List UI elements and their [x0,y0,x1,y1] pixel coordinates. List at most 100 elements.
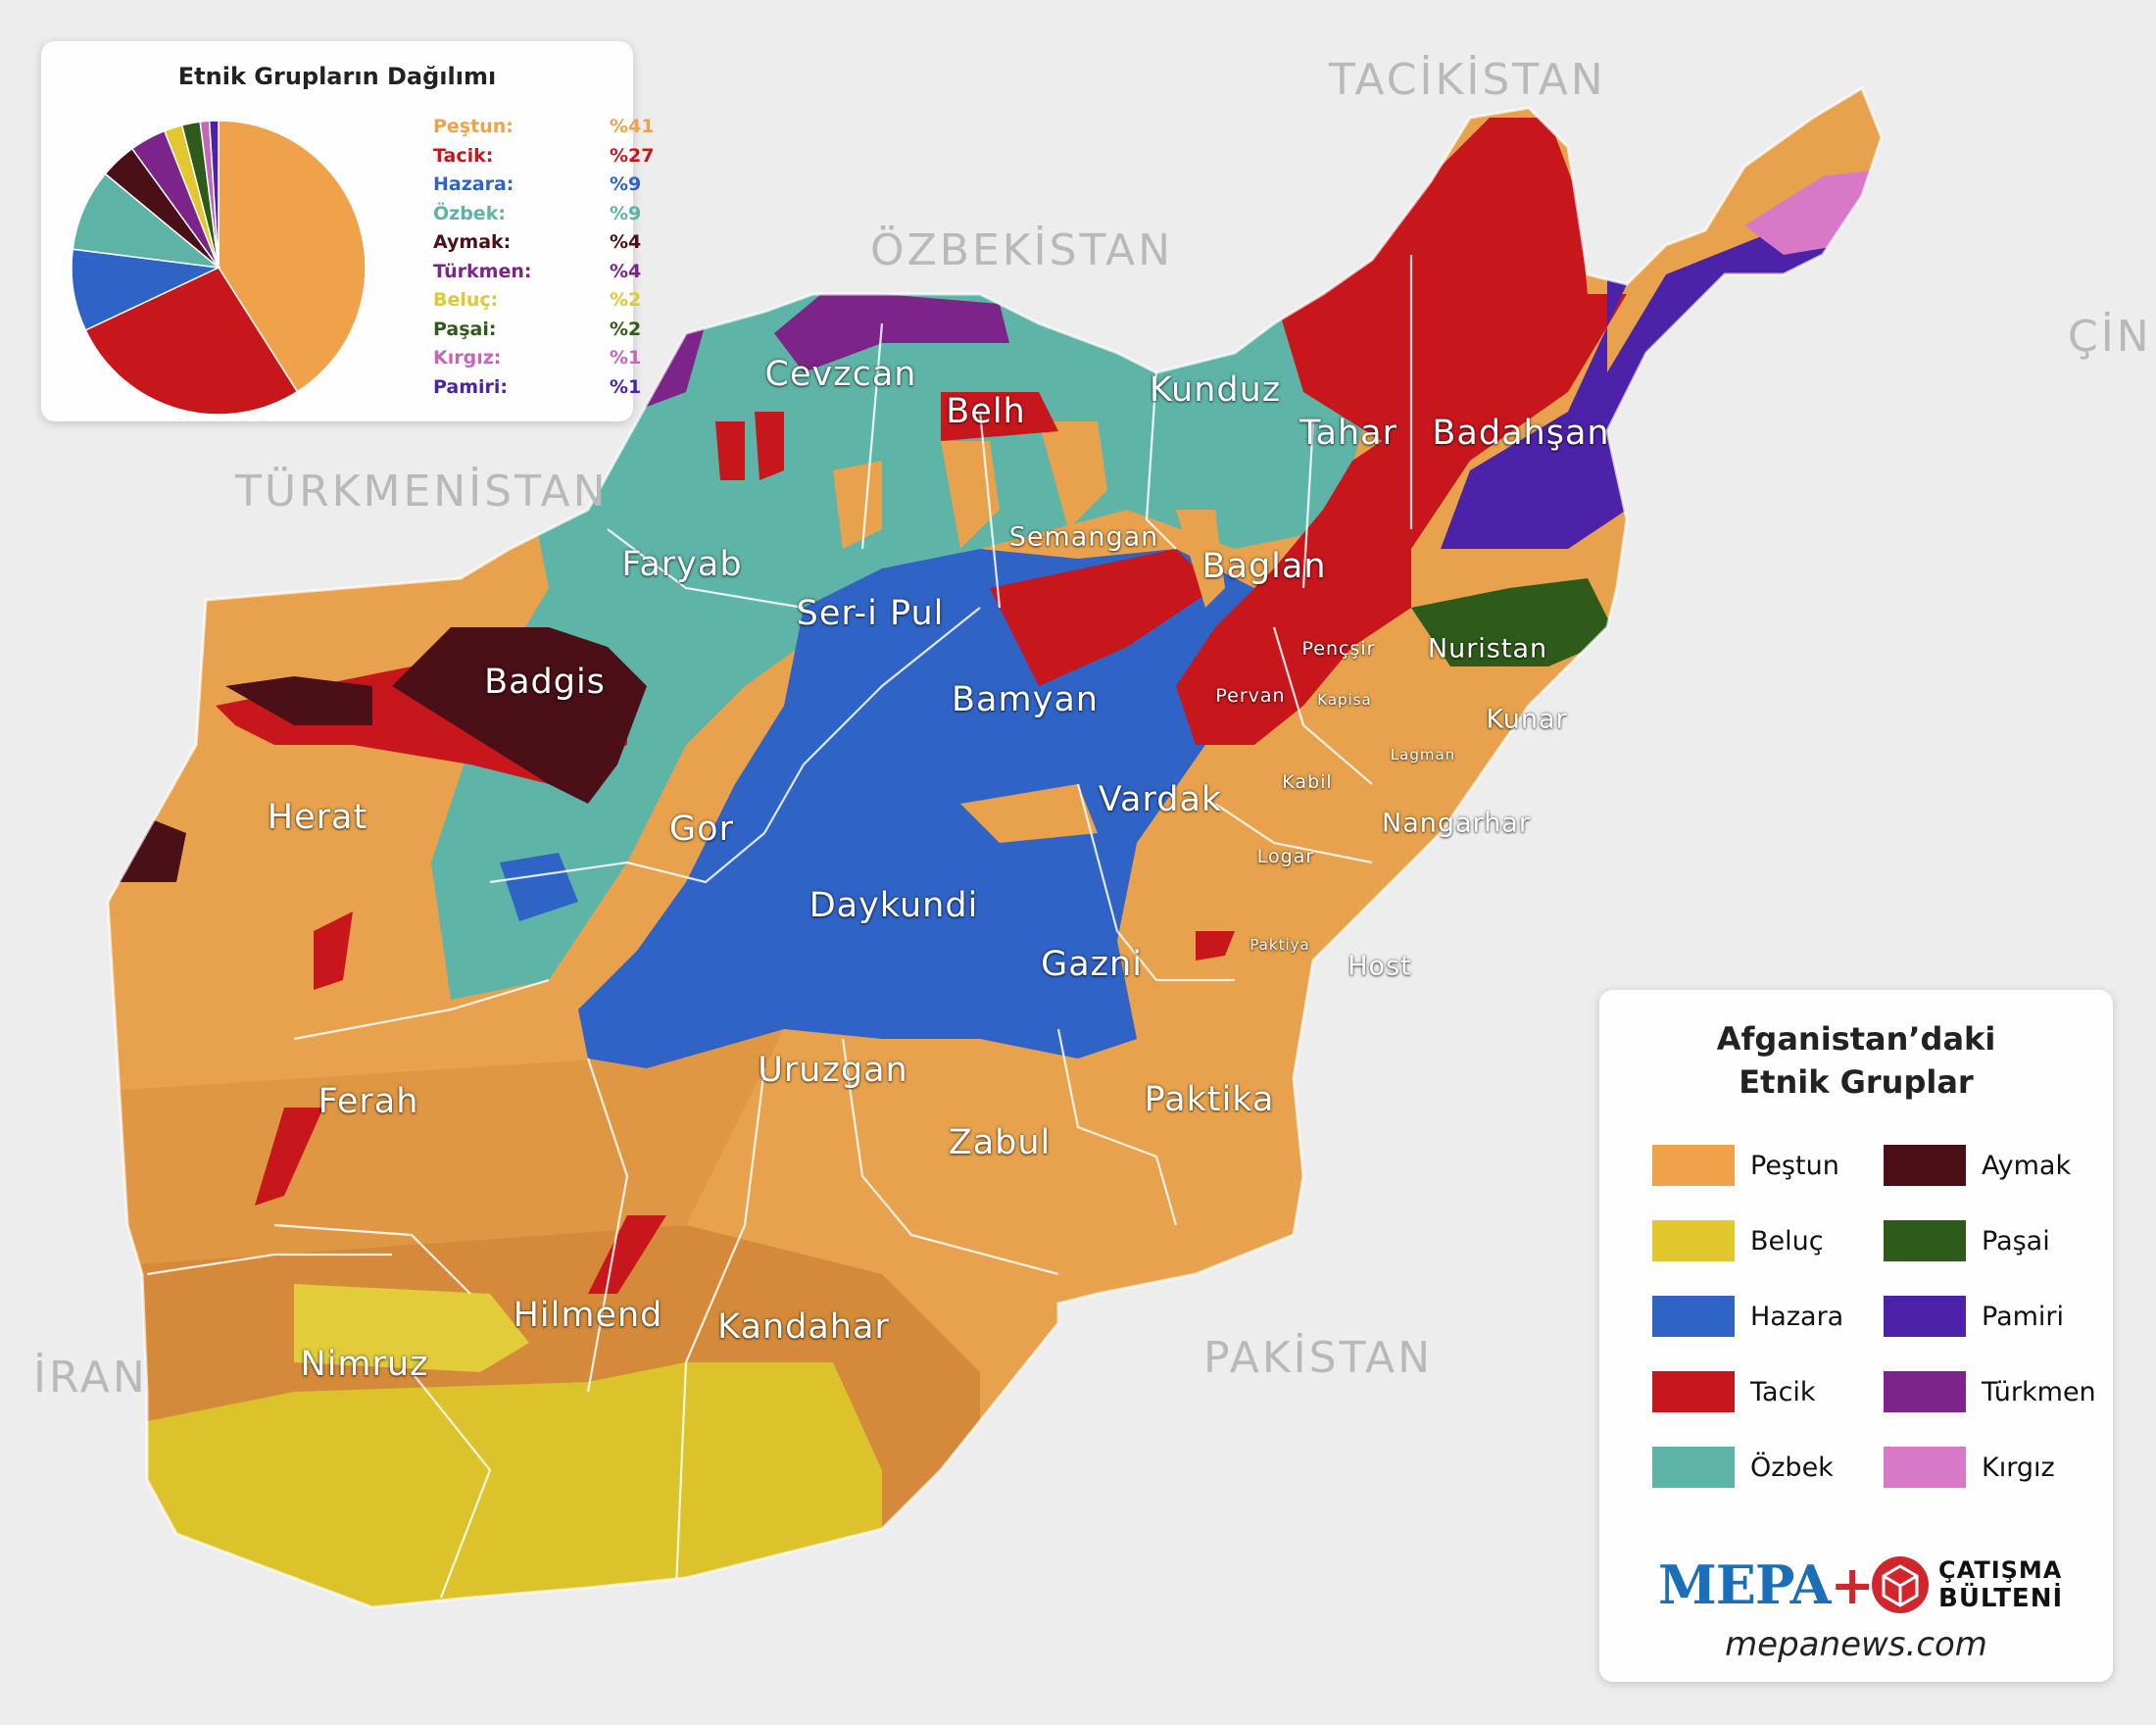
province-label: Kabil [1282,771,1333,793]
legend-label: Pamiri [1982,1302,2065,1332]
pie-legend-row: Tacik: %27 [433,145,668,173]
province-label: Nimruz [300,1345,429,1384]
pie-legend-row: Pamiri: %1 [433,376,668,405]
province-label: Nangarhar [1382,808,1531,839]
province-label: Baglan [1201,547,1327,586]
legend-swatch [1652,1220,1735,1261]
map-legend-panel: Afganistan’daki Etnik Gruplar Peştun Ayma… [1599,990,2113,1682]
legend-swatch [1884,1220,1966,1261]
country-label-pakistan: PAKİSTAN [1203,1333,1434,1383]
province-label: Daykundi [808,886,979,925]
pie-legend-percent: %4 [610,231,642,253]
province-label: Lagman [1390,746,1456,764]
country-label-iran: İRAN [33,1353,148,1403]
pie-legend-name: Beluç: [433,289,499,311]
pie-legend-percent: %9 [610,202,642,224]
province-label: Kandahar [717,1307,890,1347]
legend-swatch [1652,1447,1735,1488]
legend-label: Aymak [1982,1151,2072,1181]
province-label: Pençşir [1301,638,1376,660]
legend-label: Tacik [1750,1377,1816,1407]
legend-title-line1: Afganistan’daki [1716,1020,1996,1058]
legend-swatch [1652,1145,1735,1186]
pie-legend-name: Kırgız: [433,347,502,369]
pie-legend-percent: %41 [610,116,655,137]
pie-chart-title: Etnik Grupların Dağılımı [177,63,497,90]
pie-legend-percent: %4 [610,260,642,282]
province-label: Ser-i Pul [796,594,945,633]
province-label: Gazni [1041,945,1143,984]
website-url: mepanews.com [1725,1625,1987,1664]
province-label: Faryab [621,545,743,584]
legend-label: Özbek [1750,1453,1834,1483]
province-label: Zabul [948,1123,1052,1162]
mepa-logo-plus: + [1830,1553,1875,1616]
province-label: Belh [946,392,1026,431]
province-label: Uruzgan [758,1051,908,1090]
pie-legend-name: Aymak: [433,231,512,253]
province-label: Nuristan [1427,633,1548,665]
pie-legend-percent: %27 [610,144,655,167]
province-label: Logar [1256,846,1315,867]
legend-label: Beluç [1750,1226,1824,1257]
pie-legend-percent: %2 [610,289,642,311]
legend-label: Peştun [1750,1151,1839,1181]
pie-slice [71,248,221,331]
mepa-logo: MEPA+ [1658,1553,1875,1616]
legend-label: Paşai [1982,1226,2050,1257]
legend-swatch [1884,1296,1966,1337]
pie-legend-percent: %2 [610,318,642,340]
bulteni-label: BÜLTENİ [1938,1584,2064,1613]
province-label: Badgis [484,663,606,702]
catisma-label: ÇATIŞMA [1938,1556,2063,1584]
country-label-uzbekistan: ÖZBEKİSTAN [870,225,1173,275]
pie-slice [218,120,367,393]
province-label: Tahar [1298,414,1398,453]
province-label: Kapisa [1317,691,1372,709]
pie-legend-name: Hazara: [433,173,514,195]
country-label-turkmenistan: TÜRKMENİSTAN [235,467,609,517]
pie-legend-row: Paşai: %2 [433,319,668,347]
pie-legend-row: Hazara: %9 [433,173,668,202]
province-label: Cevzcan [764,355,917,394]
pie-legend-percent: %1 [610,375,642,398]
pie-legend-row: Özbek: %9 [433,203,668,231]
catisma-bulteni-icon [1872,1556,1929,1613]
province-label: Badahşan [1432,414,1610,453]
country-label-china: ÇİN [2068,312,2152,362]
legend-label: Hazara [1750,1302,1844,1332]
province-label: Semangan [1008,521,1159,553]
province-label: Bamyan [952,680,1099,719]
pie-legend-name: Paşai: [433,318,497,340]
legend-swatch [1884,1447,1966,1488]
legend-swatch [1652,1371,1735,1412]
pie-legend-row: Peştun: %41 [433,116,668,144]
legend-label: Kırgız [1982,1453,2055,1483]
pie-legend-percent: %1 [610,347,642,369]
pie-slice [208,120,220,269]
province-label: Gor [669,810,734,849]
province-label: Host [1348,951,1412,982]
legend-title: Afganistan’daki Etnik Gruplar [1599,1017,2113,1104]
pie-legend-percent: %9 [610,173,642,195]
legend-title-line2: Etnik Gruplar [1739,1063,1974,1101]
province-label: Ferah [318,1082,419,1121]
province-label: Kunar [1486,704,1568,735]
province-label: Vardak [1098,780,1223,819]
pie-legend-row: Türkmen: %4 [433,261,668,289]
pie-legend-name: Pamiri: [433,375,509,398]
pie-legend-name: Tacik: [433,144,494,167]
pie-legend-name: Türkmen: [433,260,532,282]
country-label-tajikistan: TACİKİSTAN [1329,55,1606,105]
mepa-logo-text: MEPA [1658,1553,1832,1616]
pie-slice [84,267,299,416]
province-label: Pervan [1215,685,1286,707]
province-label: Paktika [1144,1080,1275,1119]
province-label: Herat [267,798,368,837]
province-label: Hilmend [513,1296,663,1335]
province-label: Paktiya [1250,936,1310,954]
ethnic-distribution-panel: Etnik Grupların Dağılımı Peştun: %41 Tacik… [41,41,654,421]
pie-legend-name: Özbek: [433,202,506,224]
legend-swatch [1884,1371,1966,1412]
